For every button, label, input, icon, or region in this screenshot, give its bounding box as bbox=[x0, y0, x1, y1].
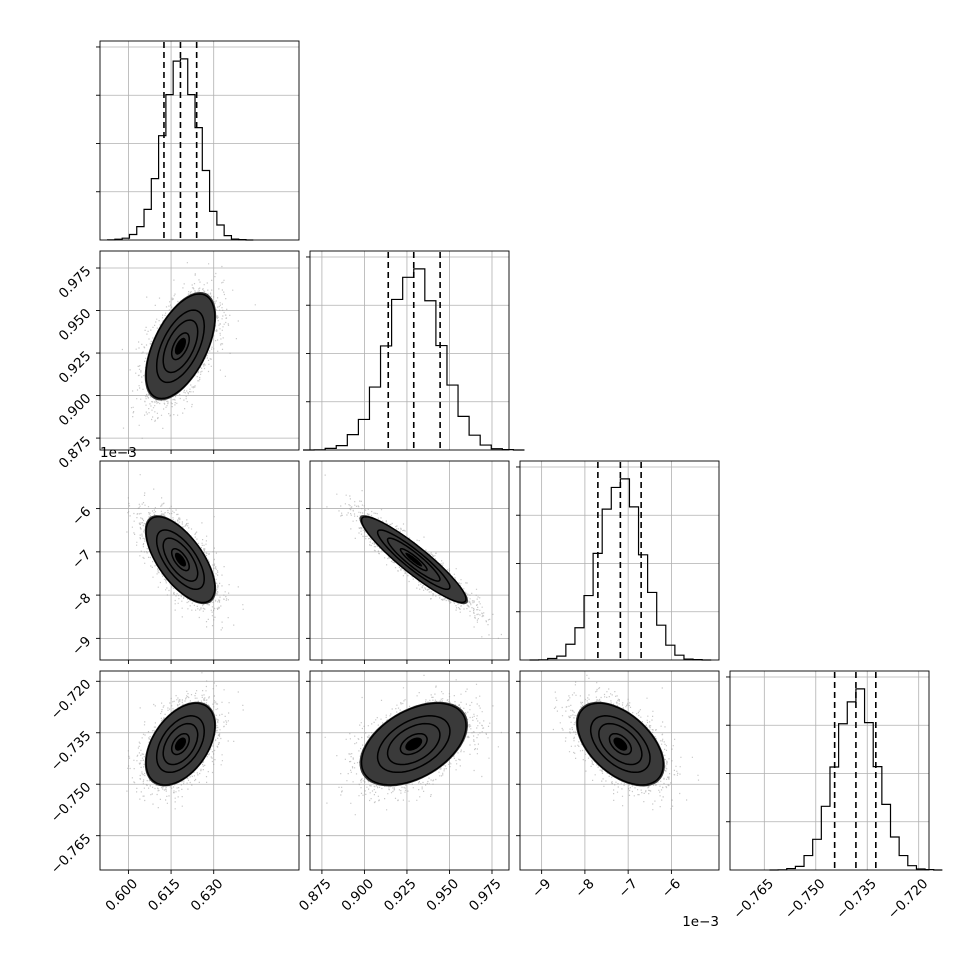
density-core bbox=[174, 337, 186, 355]
contour-1 bbox=[155, 529, 205, 591]
y-tick-label: 0.900 bbox=[56, 391, 95, 430]
scatter-points bbox=[126, 672, 244, 810]
scatter-panel-3-1 bbox=[306, 670, 510, 874]
diag-panel-1 bbox=[303, 250, 525, 451]
y-tick-label: 0.925 bbox=[56, 348, 95, 387]
panel-frame bbox=[519, 670, 720, 871]
contour-2 bbox=[598, 722, 643, 766]
histogram-0 bbox=[107, 58, 254, 241]
panel-frame bbox=[519, 460, 720, 661]
x-tick-label: −0.720 bbox=[885, 876, 932, 923]
scatter-panel-1-0 bbox=[96, 250, 300, 454]
x-tick-label: −0.735 bbox=[833, 876, 880, 923]
panel-frame bbox=[99, 460, 300, 661]
x-tick-label: 0.875 bbox=[296, 876, 335, 915]
contour-3 bbox=[608, 732, 633, 756]
scatter-panel-2-0 bbox=[96, 460, 300, 664]
scatter-panel-2-1 bbox=[306, 460, 510, 664]
scatter-panel-3-0 bbox=[96, 670, 300, 874]
diag-panel-3 bbox=[726, 670, 943, 871]
y-tick-label: 0.950 bbox=[56, 306, 95, 345]
contour-2 bbox=[162, 537, 199, 582]
contour-1 bbox=[376, 529, 451, 591]
y-tick-label: 0.875 bbox=[56, 433, 95, 472]
x-tick-label: 0.900 bbox=[339, 876, 378, 915]
contour-3 bbox=[170, 332, 190, 361]
x-tick-label: −7 bbox=[615, 876, 640, 901]
contour-1 bbox=[376, 715, 451, 774]
contour-0 bbox=[360, 515, 467, 604]
contour-0 bbox=[145, 702, 216, 786]
panel-content bbox=[324, 674, 502, 816]
y-tick-label: −0.750 bbox=[48, 779, 95, 826]
y-offset-label: 1e−3 bbox=[100, 445, 137, 461]
contour-3 bbox=[170, 547, 190, 572]
density-core bbox=[613, 737, 628, 751]
contour-3 bbox=[399, 732, 428, 756]
y-tick-label: −9 bbox=[69, 633, 94, 658]
contour-1 bbox=[155, 715, 205, 774]
x-tick-label: −0.765 bbox=[730, 876, 777, 923]
contour-0 bbox=[576, 702, 664, 786]
y-tick-label: −0.735 bbox=[48, 728, 95, 775]
x-tick-label: −8 bbox=[572, 876, 597, 901]
x-tick-label: −9 bbox=[529, 876, 554, 901]
panel-frame bbox=[309, 250, 510, 451]
diag-panel-2 bbox=[516, 460, 720, 661]
contour-1 bbox=[589, 715, 651, 774]
panel-frame bbox=[309, 670, 510, 871]
contour-3 bbox=[399, 547, 428, 572]
x-tick-label: −6 bbox=[659, 876, 684, 901]
contour-2 bbox=[386, 537, 441, 582]
density-core bbox=[405, 737, 423, 751]
x-tick-label: 0.615 bbox=[145, 876, 184, 915]
panel-frame bbox=[99, 250, 300, 451]
contour-1 bbox=[155, 309, 206, 384]
panel-content bbox=[552, 674, 700, 811]
x-tick-label: 0.630 bbox=[188, 876, 227, 915]
y-tick-label: −6 bbox=[69, 504, 94, 529]
y-tick-label: −7 bbox=[69, 547, 94, 572]
y-tick-label: 0.975 bbox=[56, 263, 95, 302]
x-tick-label: −0.750 bbox=[782, 876, 829, 923]
panel-frame bbox=[309, 460, 510, 661]
panel-frame bbox=[99, 670, 300, 871]
panel-content bbox=[324, 474, 502, 639]
density-core bbox=[174, 737, 186, 751]
panel-content bbox=[126, 474, 244, 631]
x-tick-label: 0.975 bbox=[466, 876, 505, 915]
x-offset-label: 1e−3 bbox=[682, 914, 719, 930]
y-tick-label: −8 bbox=[69, 590, 94, 615]
panel-frame bbox=[99, 40, 300, 241]
contour-2 bbox=[386, 722, 441, 766]
y-tick-label: −0.720 bbox=[48, 676, 95, 723]
contour-0 bbox=[145, 516, 216, 604]
contour-0 bbox=[360, 702, 467, 786]
scatter-panel-3-2 bbox=[516, 670, 720, 874]
density-core bbox=[174, 552, 186, 567]
x-tick-label: 0.950 bbox=[424, 876, 463, 915]
scatter-points bbox=[324, 674, 502, 816]
panel-frame bbox=[729, 670, 930, 871]
panel-content bbox=[126, 672, 244, 810]
y-tick-label: −0.765 bbox=[48, 831, 95, 878]
contour-2 bbox=[162, 319, 199, 374]
contour-0 bbox=[145, 293, 216, 400]
density-core bbox=[405, 552, 423, 567]
contour-2 bbox=[162, 722, 199, 766]
diag-panel-0 bbox=[96, 40, 300, 241]
panel-content bbox=[121, 262, 256, 439]
x-tick-label: 0.925 bbox=[381, 876, 420, 915]
contour-3 bbox=[170, 732, 190, 756]
x-tick-label: 0.600 bbox=[103, 876, 142, 915]
